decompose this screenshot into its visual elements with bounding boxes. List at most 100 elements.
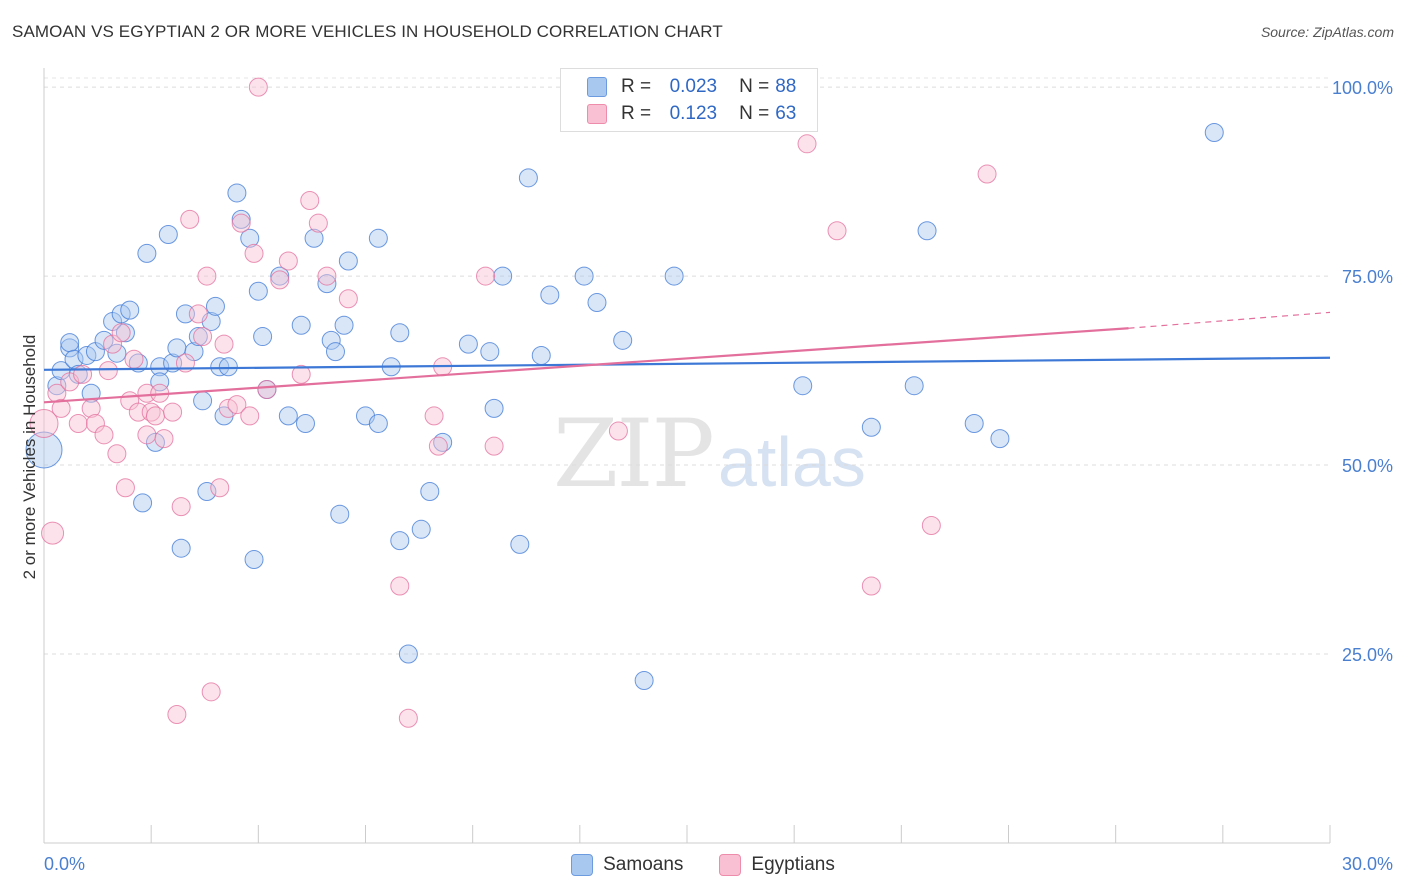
legend-r-value: 0.023 [669,76,718,97]
point-egyptians [201,682,221,702]
point-egyptians [154,429,174,449]
point-egyptians [278,251,298,271]
point-egyptians [197,266,217,286]
series-legend: Samoans Egyptians [0,852,1406,878]
x-tick-label: 0.0% [44,854,85,874]
tick-labels: 25.0% 50.0% 75.0% 100.0% 0.0% 30.0% [44,78,1393,874]
point-samoans [120,300,140,320]
point-egyptians [111,323,131,343]
y-tick-label: 50.0% [1342,456,1393,476]
point-samoans [531,345,551,365]
point-egyptians [51,398,71,418]
y-tick-label: 25.0% [1342,645,1393,665]
point-samoans [115,323,135,343]
point-samoans [253,327,273,347]
source-credit: Source: ZipAtlas.com [1260,24,1394,40]
point-samoans [411,519,431,539]
point-samoans [664,266,684,286]
chart-title: SAMOAN VS EGYPTIAN 2 OR MORE VEHICLES IN… [12,22,723,41]
point-egyptians [921,516,941,536]
point-egyptians [94,425,114,445]
point-samoans [304,228,324,248]
legend-r-label: R = [621,103,652,124]
point-samoans [390,531,410,551]
legend-r-value: 0.123 [669,103,718,124]
point-egyptians [193,327,213,347]
point-samoans [587,293,607,313]
point-egyptians [115,478,135,498]
point-samoans [518,168,538,188]
point-egyptians [214,334,234,354]
point-egyptians [338,289,358,309]
point-samoans [334,315,354,335]
point-egyptians [390,576,410,596]
point-egyptians [317,266,337,286]
point-egyptians [797,134,817,154]
point-samoans [493,266,513,286]
point-egyptians [167,705,187,724]
point-samoans [150,372,170,392]
legend-swatch-samoans [587,77,607,97]
point-samoans [197,482,217,502]
point-egyptians [308,213,328,233]
point-samoans [133,493,153,513]
legend-n-value: 88 [775,76,797,97]
point-egyptians [163,402,183,422]
point-samoans [278,406,298,426]
point-samoans [205,296,225,316]
point-samoans [420,482,440,502]
point-samoans [458,334,478,354]
legend-r-label: R = [621,76,652,97]
point-samoans [188,327,208,347]
point-egyptians [29,408,59,438]
point-samoans [510,534,530,554]
point-egyptians [210,478,230,498]
legend-n-label: N = [739,103,770,124]
point-samoans [480,342,500,362]
point-samoans [634,670,654,690]
point-egyptians [398,708,418,728]
point-egyptians [137,425,157,445]
point-samoans [64,349,84,369]
point-egyptians [300,191,320,210]
legend-label-samoans: Samoans [603,854,684,875]
point-egyptians [424,406,444,426]
point-egyptians [145,406,165,426]
point-samoans [171,538,191,558]
point-samoans [613,330,633,350]
point-egyptians [73,364,93,384]
point-egyptians [107,444,127,464]
point-samoans [990,429,1010,449]
point-samoans [904,376,924,396]
legend-swatch-egyptians [719,854,742,876]
watermark-atlas: atlas [718,423,866,501]
point-samoans [793,376,813,396]
x-tick-label: 30.0% [1342,854,1393,874]
point-egyptians [977,164,997,184]
point-samoans [137,243,157,263]
point-egyptians [180,209,200,229]
point-samoans [150,357,170,377]
point-samoans [325,342,345,362]
point-egyptians [171,497,191,517]
point-samoans [484,398,504,418]
y-tick-label: 75.0% [1342,267,1393,287]
point-samoans [917,221,937,241]
point-samoans [861,417,881,437]
trend-extension-egyptians [1128,311,1331,329]
point-egyptians [231,213,251,233]
point-egyptians [248,77,268,97]
point-samoans [47,376,67,396]
point-samoans [193,391,213,411]
point-egyptians [270,270,290,290]
point-samoans [330,504,350,524]
point-samoans [368,228,388,248]
point-egyptians [41,521,65,545]
point-samoans [240,228,260,248]
point-samoans [218,357,238,377]
point-egyptians [257,379,277,399]
watermark-zip: ZIP [553,400,715,509]
legend-item-samoans: Samoans [571,852,683,878]
point-samoans [295,413,315,433]
